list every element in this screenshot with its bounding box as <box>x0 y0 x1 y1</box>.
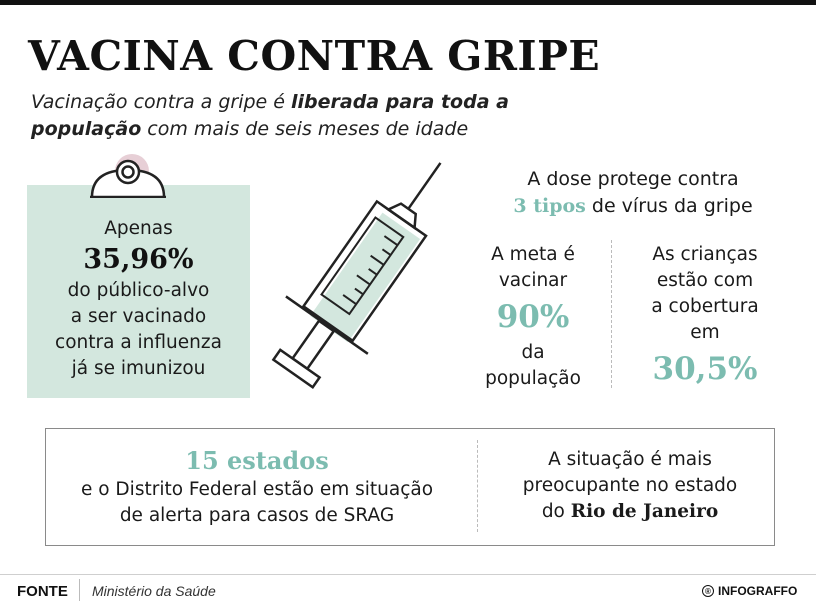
top-rule <box>0 0 816 5</box>
brand-logo: ® INFOGRAFFO <box>702 584 797 598</box>
immunized-percent: 35,96% <box>83 244 194 275</box>
source-label: FONTE <box>17 583 68 600</box>
registered-icon: ® <box>702 585 714 597</box>
virus-types-count: 3 tipos <box>513 195 586 217</box>
alert-panel <box>45 428 775 546</box>
page-title: VACINA CONTRA GRIPE <box>28 32 601 80</box>
subtitle-text-end: com mais de seis meses de idade <box>141 118 469 140</box>
rio-situation: A situação é mais preocupante no estado … <box>490 447 770 525</box>
dose-line-2-text: de vírus da gripe <box>585 195 753 217</box>
states-line-2: de alerta para casos de SRAG <box>119 505 395 526</box>
dose-info: A dose protege contra 3 tipos de vírus d… <box>468 166 798 220</box>
goal-percent: 90% <box>496 299 570 335</box>
subtitle-highlight: liberada para toda a população <box>31 91 509 140</box>
footer-separator <box>79 579 80 601</box>
children-line-4: em <box>690 322 720 343</box>
page-subtitle: Vacinação contra a gripe é liberada para… <box>31 89 591 143</box>
dose-line-2: 3 tipos de vírus da gripe <box>468 193 798 220</box>
footer-rule <box>0 574 816 575</box>
states-alert: 15 estados e o Distrito Federal estão em… <box>52 445 462 529</box>
dose-line-1: A dose protege contra <box>527 168 739 190</box>
children-coverage: As crianças estão com a cobertura em 30,… <box>630 242 780 392</box>
badge-icon <box>90 154 166 198</box>
syringe-icon <box>271 162 442 389</box>
source-name: Ministério da Saúde <box>92 583 216 599</box>
states-line-1: e o Distrito Federal estão em situação <box>80 479 434 500</box>
immunized-desc-2: a ser vacinado <box>70 306 207 327</box>
children-percent: 30,5% <box>652 351 758 387</box>
subtitle-text: Vacinação contra a gripe é <box>31 91 291 113</box>
immunized-desc-4: já se imunizou <box>71 358 206 379</box>
imunization-text: Apenas 35,96% do público-alvo a ser vaci… <box>27 216 250 382</box>
rio-line-3-prefix: do <box>541 501 571 522</box>
goal-line-3: da <box>521 342 545 363</box>
immunized-desc-3: contra a influenza <box>55 332 222 353</box>
rio-line-1: A situação é mais <box>548 449 712 470</box>
info-panel <box>27 185 250 398</box>
rio-state-name: Rio de Janeiro <box>570 501 719 522</box>
apenas-label: Apenas <box>104 218 173 239</box>
goal-line-2: vacinar <box>498 270 568 291</box>
divider <box>611 240 612 388</box>
rio-line-2: preocupante no estado <box>522 475 738 496</box>
states-count: 15 estados <box>185 446 329 475</box>
children-line-3: a cobertura <box>651 296 759 317</box>
vaccination-goal: A meta é vacinar 90% da população <box>464 242 602 392</box>
rio-line-3: do Rio de Janeiro <box>490 499 770 525</box>
divider <box>477 440 478 532</box>
goal-line-1: A meta é <box>491 244 575 265</box>
goal-line-4: população <box>485 368 581 389</box>
brand-name: INFOGRAFFO <box>718 584 798 598</box>
children-line-2: estão com <box>656 270 754 291</box>
children-line-1: As crianças <box>652 244 758 265</box>
immunized-desc-1: do público-alvo <box>67 280 210 301</box>
